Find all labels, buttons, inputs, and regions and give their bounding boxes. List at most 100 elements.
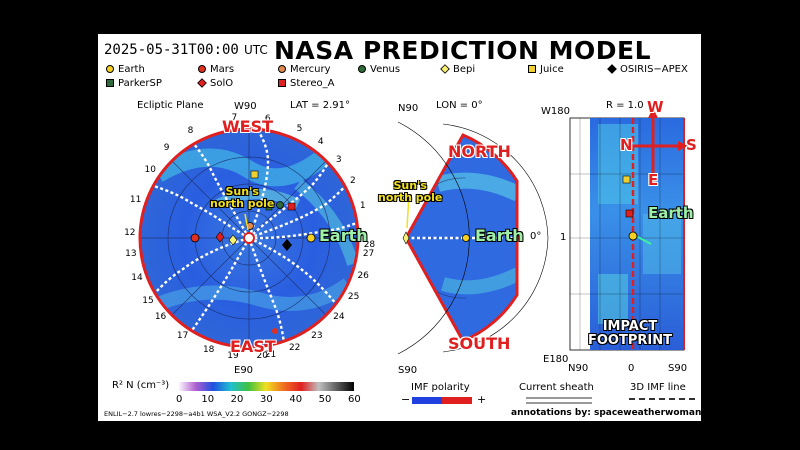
current-sheath-label: Current sheath bbox=[519, 382, 594, 393]
earth-annotation-left: Earth bbox=[319, 226, 368, 245]
legend-label: Mars bbox=[210, 64, 235, 75]
n90-label-mid: N90 bbox=[398, 103, 419, 114]
pole-arrow-left bbox=[244, 213, 249, 231]
east-annotation: EAST bbox=[230, 337, 276, 356]
credit-footer: annotations by: spaceweatherwoman.com bbox=[511, 408, 701, 418]
ecliptic-tick-label: 13 bbox=[125, 248, 137, 259]
earth-marker-mid bbox=[462, 234, 470, 242]
legend-mercury: Mercury bbox=[278, 64, 331, 75]
ecliptic-title: Ecliptic Plane bbox=[137, 100, 204, 111]
compass-icon bbox=[620, 108, 688, 185]
nasa-enlil-frame: 2025-05-31T00:00 UTC NASA PREDICTION MOD… bbox=[98, 34, 701, 421]
legend-label: Bepi bbox=[453, 64, 476, 75]
compass-s: S bbox=[686, 136, 697, 154]
ecliptic-tick-label: 23 bbox=[311, 331, 323, 342]
stereo-a-marker bbox=[287, 202, 296, 211]
lat-label: LAT = 2.91° bbox=[290, 100, 350, 111]
ecliptic-tick-label: 10 bbox=[144, 164, 156, 175]
current-sheath-line bbox=[526, 397, 592, 404]
imf-polarity-bar bbox=[412, 397, 472, 404]
ecliptic-tick-label: 8 bbox=[187, 126, 194, 137]
zero-deg-mid: 0° bbox=[530, 231, 542, 242]
ecliptic-tick-label: 2 bbox=[349, 175, 356, 186]
ecliptic-tick-label: 4 bbox=[317, 137, 324, 148]
stereo-a-marker-right bbox=[625, 209, 634, 218]
suns-pole-line1: Sun's bbox=[225, 185, 259, 198]
west-annotation: WEST bbox=[222, 117, 274, 136]
r-label: R = 1.0 bbox=[606, 100, 644, 111]
earth-annotation-right: Earth bbox=[648, 204, 694, 222]
legend-mars: Mars bbox=[198, 64, 234, 75]
ecliptic-tick-label: 14 bbox=[131, 273, 143, 284]
e90-label: E90 bbox=[234, 365, 254, 376]
legend-label: Earth bbox=[118, 64, 145, 75]
ecliptic-tick-label: 24 bbox=[333, 312, 345, 323]
colorbar-tick: 0 bbox=[176, 394, 183, 405]
legend-label: Mercury bbox=[290, 64, 331, 75]
ecliptic-tick-label: 7 bbox=[231, 112, 238, 123]
colorbar-tick: 30 bbox=[260, 394, 273, 405]
legend-marker-square bbox=[278, 79, 286, 87]
imf-plus: + bbox=[477, 393, 487, 406]
colorbar bbox=[178, 382, 354, 391]
osiris-marker bbox=[282, 239, 292, 251]
w180-label: W180 bbox=[541, 106, 570, 117]
north-annotation: NORTH bbox=[448, 142, 511, 161]
ecliptic-tick-label: 26 bbox=[357, 271, 369, 282]
ecliptic-tick-label: 21 bbox=[264, 350, 277, 361]
legend-osiris-apex: OSIRIS−APEX bbox=[607, 64, 688, 75]
impact-line1: IMPACT bbox=[602, 319, 658, 334]
juice-marker-right bbox=[622, 175, 631, 184]
ecliptic-tick-label: 22 bbox=[288, 343, 301, 354]
suns-pole-line1: Sun's bbox=[393, 179, 427, 192]
compass-n: N bbox=[620, 136, 633, 154]
legend-marker-circle bbox=[278, 65, 286, 73]
earth-arrow-right bbox=[637, 236, 652, 245]
imf-negative bbox=[412, 397, 442, 404]
parkersp-marker bbox=[265, 203, 273, 211]
legend-juice: Juice bbox=[528, 64, 564, 75]
legend-marker-square bbox=[528, 65, 536, 73]
legend-label: Venus bbox=[370, 64, 401, 75]
colorbar-tick: 50 bbox=[318, 394, 332, 405]
imf-line-label: 3D IMF line bbox=[630, 382, 686, 393]
colorbar-label: R² N (cm⁻³) bbox=[112, 380, 170, 391]
page-title: NASA PREDICTION MODEL bbox=[274, 36, 652, 65]
legend-label: Juice bbox=[540, 64, 564, 75]
s90-label-mid: S90 bbox=[398, 365, 418, 376]
earth-annotation-mid: Earth bbox=[475, 226, 524, 245]
e180-label: E180 bbox=[543, 354, 569, 365]
legend-marker-circle bbox=[198, 65, 206, 73]
south-annotation: SOUTH bbox=[448, 334, 511, 353]
w90-label: W90 bbox=[234, 101, 257, 112]
mars-marker bbox=[190, 233, 200, 243]
impact-line2: FOOTPRINT bbox=[588, 333, 672, 348]
meridian-plane-panel bbox=[397, 121, 549, 355]
solo-marker bbox=[215, 231, 225, 243]
ecliptic-tick-label: 15 bbox=[142, 295, 154, 306]
ecliptic-tick-label: 19 bbox=[227, 350, 239, 361]
ecliptic-tick-label: 11 bbox=[129, 194, 142, 205]
suns-pole-annotation-left: Sun's north pole bbox=[210, 186, 274, 210]
venus-marker bbox=[276, 201, 284, 209]
colorbar-tick: 10 bbox=[201, 394, 215, 405]
one-label: 1 bbox=[560, 232, 567, 243]
timestamp: 2025-05-31T00:00 bbox=[104, 42, 239, 58]
plots-canvas bbox=[138, 117, 685, 355]
ecliptic-tick-label: 6 bbox=[264, 113, 271, 124]
legend-label: OSIRIS−APEX bbox=[620, 64, 688, 75]
imf-polarity-label: IMF polarity bbox=[411, 382, 470, 393]
legend-marker-circle bbox=[106, 65, 114, 73]
juice-marker bbox=[250, 170, 259, 179]
earth-marker-right bbox=[628, 231, 638, 241]
legend-label: SolO bbox=[210, 78, 234, 89]
ecliptic-tick-label: 3 bbox=[335, 154, 342, 165]
compass-w: W bbox=[647, 98, 664, 116]
pole-arrow-mid bbox=[406, 193, 410, 229]
colorbar-tick: 60 bbox=[348, 394, 361, 405]
legend-label: ParkerSP bbox=[118, 78, 162, 89]
ecliptic-tick-label: 17 bbox=[176, 331, 189, 342]
ecliptic-tick-label: 20 bbox=[256, 351, 268, 362]
pole-marker-mid bbox=[402, 231, 410, 245]
colorbar-tick: 40 bbox=[289, 394, 303, 405]
